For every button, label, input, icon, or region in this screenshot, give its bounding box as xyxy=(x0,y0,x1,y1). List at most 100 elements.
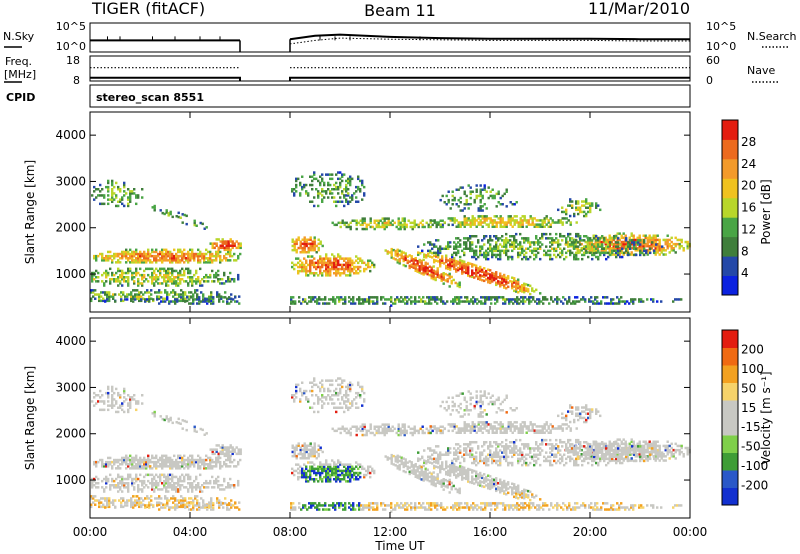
power-cell xyxy=(416,300,419,303)
velocity-cell xyxy=(440,479,443,482)
power-cell xyxy=(303,257,306,260)
power-cell xyxy=(226,300,229,303)
power-cell xyxy=(357,265,360,269)
power-cell xyxy=(221,278,224,281)
power-cell xyxy=(131,271,134,275)
power-cell xyxy=(106,291,109,294)
power-cell xyxy=(439,245,442,248)
velocity-cell xyxy=(396,467,399,470)
power-cell xyxy=(543,219,546,222)
power-cell xyxy=(307,246,310,250)
velocity-cell xyxy=(349,478,352,481)
power-cell xyxy=(319,192,322,195)
velocity-cell xyxy=(329,475,332,479)
power-cell xyxy=(481,253,484,257)
power-cell xyxy=(516,302,519,305)
power-cell xyxy=(201,252,204,256)
power-cell xyxy=(169,280,172,283)
power-cell xyxy=(171,252,174,256)
power-cell xyxy=(319,242,322,246)
power-cell xyxy=(347,269,350,273)
power-cell xyxy=(617,241,620,244)
power-cell xyxy=(347,181,350,185)
velocity-cell xyxy=(171,484,174,487)
power-cell xyxy=(113,185,116,189)
power-cell xyxy=(333,200,336,203)
velocity-cell xyxy=(164,503,167,506)
power-cell xyxy=(496,296,499,299)
power-cell xyxy=(642,234,645,237)
velocity-cell xyxy=(152,505,155,509)
power-cell xyxy=(313,238,316,241)
power-cell xyxy=(101,194,104,197)
power-cell xyxy=(424,267,427,271)
power-cell xyxy=(377,225,380,229)
power-cell xyxy=(101,188,104,191)
power-cell xyxy=(499,223,502,226)
power-cell xyxy=(397,227,400,231)
power-cell xyxy=(517,282,520,286)
power-cell xyxy=(445,254,448,257)
power-cell xyxy=(99,202,102,206)
power-cell xyxy=(93,271,96,275)
power-cell xyxy=(607,243,610,246)
power-cell xyxy=(290,300,293,303)
power-cell xyxy=(107,202,110,206)
power-cell xyxy=(414,265,417,268)
velocity-cell xyxy=(155,484,158,487)
velocity-cell xyxy=(313,480,316,483)
velocity-cell xyxy=(142,503,145,506)
power-cell xyxy=(301,185,304,189)
power-cell xyxy=(590,300,593,303)
power-cell xyxy=(441,257,444,260)
velocity-cell xyxy=(133,488,136,491)
power-cell xyxy=(509,245,512,248)
power-cell xyxy=(171,261,174,264)
power-cell xyxy=(131,259,134,262)
power-cell xyxy=(366,298,369,301)
velocity-cell xyxy=(305,475,308,479)
power-cell xyxy=(594,296,597,299)
velocity-cell xyxy=(135,454,138,458)
power-cell xyxy=(533,249,536,253)
power-cell xyxy=(561,235,564,238)
power-cell xyxy=(299,269,302,273)
velocity-cell xyxy=(165,456,168,460)
velocity-cell xyxy=(196,499,199,502)
power-cell xyxy=(612,302,615,305)
power-cell xyxy=(127,252,130,256)
power-cell xyxy=(151,273,154,277)
power-cell xyxy=(163,252,166,256)
power-cell xyxy=(455,245,458,248)
power-cell xyxy=(113,257,116,260)
power-cell xyxy=(107,257,110,260)
power-cell xyxy=(620,296,623,299)
power-cell xyxy=(188,295,191,298)
velocity-cell xyxy=(341,463,344,466)
velocity-cell xyxy=(185,420,188,424)
power-cell xyxy=(485,278,488,281)
velocity-cell xyxy=(135,400,138,403)
power-cell xyxy=(467,207,470,210)
power-cell xyxy=(138,291,141,294)
power-cell xyxy=(493,225,496,228)
velocity-cell xyxy=(107,385,110,389)
power-cell xyxy=(311,175,314,178)
power-cell xyxy=(439,265,442,268)
power-cell xyxy=(479,198,482,202)
power-cell xyxy=(381,221,384,225)
power-cell xyxy=(115,181,118,185)
power-cell xyxy=(573,257,576,261)
power-cell xyxy=(597,239,600,242)
power-cell xyxy=(335,261,338,265)
velocity-cell xyxy=(162,503,165,506)
power-cell xyxy=(503,225,506,228)
velocity-cell xyxy=(135,479,138,483)
power-cell xyxy=(487,239,490,242)
power-cell xyxy=(119,257,122,260)
velocity-cell xyxy=(365,469,368,473)
velocity-cell xyxy=(154,497,157,500)
power-cell xyxy=(611,243,614,246)
velocity-cell xyxy=(106,499,109,502)
power-cell xyxy=(307,274,310,277)
